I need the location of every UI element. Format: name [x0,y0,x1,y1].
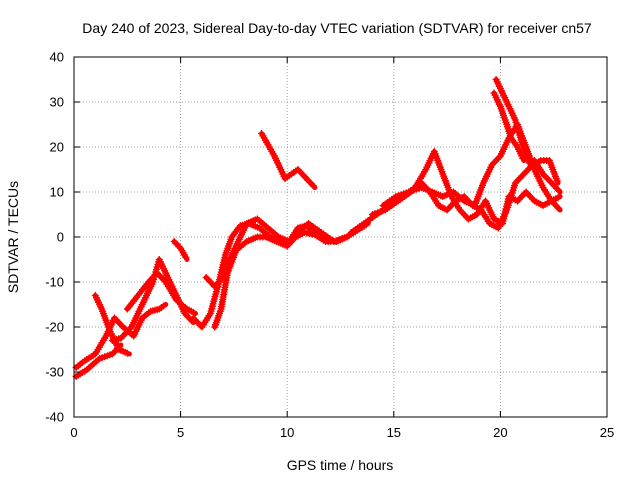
x-tick-label: 20 [493,425,507,440]
data-point-marker [553,177,561,185]
data-point-marker [554,194,562,202]
data-point-marker [340,234,348,242]
data-point-marker [525,159,533,167]
y-axis-label: SDTVAR / TECUs [5,181,21,293]
series-track-5 [123,269,198,316]
series-track-16 [531,157,563,195]
y-tick-label: -20 [45,320,64,335]
data-series [72,76,563,380]
data-point-marker [182,253,190,261]
axis-ticks: 0 5 10 15 20 25 -40 -30 -20 -10 0 10 20 30 40 [45,50,614,441]
x-tick-label: 15 [387,425,401,440]
data-point-marker [554,204,562,212]
y-tick-label: 20 [50,140,64,155]
x-tick-label: 10 [280,425,294,440]
series-track-6 [170,238,190,262]
series-track-14 [492,76,533,168]
y-tick-label: 40 [50,50,64,65]
y-tick-label: 0 [57,230,64,245]
y-tick-label: -40 [45,410,64,425]
series-track-9 [211,220,350,331]
y-tick-label: -30 [45,365,64,380]
y-tick-label: 10 [50,185,64,200]
x-tick-label: 5 [177,425,184,440]
series-track-2 [72,342,124,380]
data-point-marker [309,182,317,190]
x-tick-label: 0 [70,425,77,440]
data-point-marker [123,349,131,357]
series-track-4 [108,256,196,344]
series-track-10 [258,130,318,190]
x-tick-label: 25 [600,425,614,440]
chart-title: Day 240 of 2023, Sidereal Day-to-day VTE… [82,20,592,36]
data-point-marker [160,302,167,310]
x-axis-label: GPS time / hours [287,457,394,473]
series-track-3 [91,292,132,357]
data-point-marker [519,154,527,162]
series-track-15 [490,89,527,163]
data-point-marker [554,186,562,194]
y-tick-label: 30 [50,95,64,110]
y-tick-label: -10 [45,275,64,290]
